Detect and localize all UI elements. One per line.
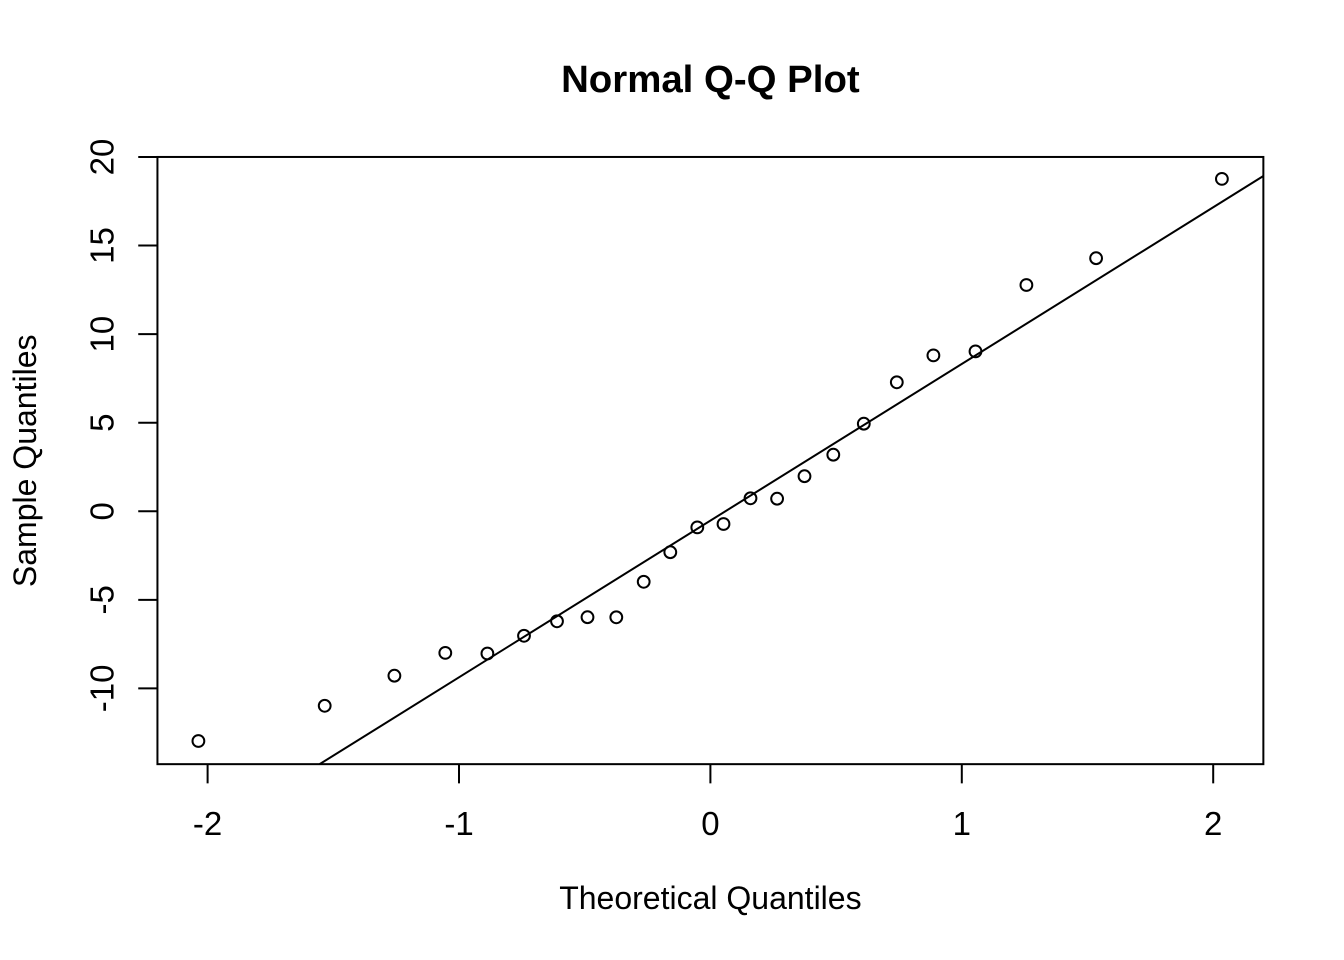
svg-text:-2: -2 [193,805,222,842]
svg-text:Theoretical Quantiles: Theoretical Quantiles [559,880,861,916]
svg-text:10: 10 [84,316,121,353]
svg-text:-5: -5 [84,585,121,614]
svg-text:15: 15 [84,227,121,264]
svg-text:0: 0 [701,805,719,842]
svg-text:Normal Q-Q Plot: Normal Q-Q Plot [561,58,860,101]
svg-text:5: 5 [84,414,121,432]
svg-text:1: 1 [953,805,971,842]
svg-text:-10: -10 [84,665,121,713]
svg-text:Sample Quantiles: Sample Quantiles [7,335,43,588]
svg-text:0: 0 [84,502,121,520]
svg-text:-1: -1 [444,805,473,842]
svg-text:2: 2 [1204,805,1222,842]
svg-text:20: 20 [84,139,121,176]
